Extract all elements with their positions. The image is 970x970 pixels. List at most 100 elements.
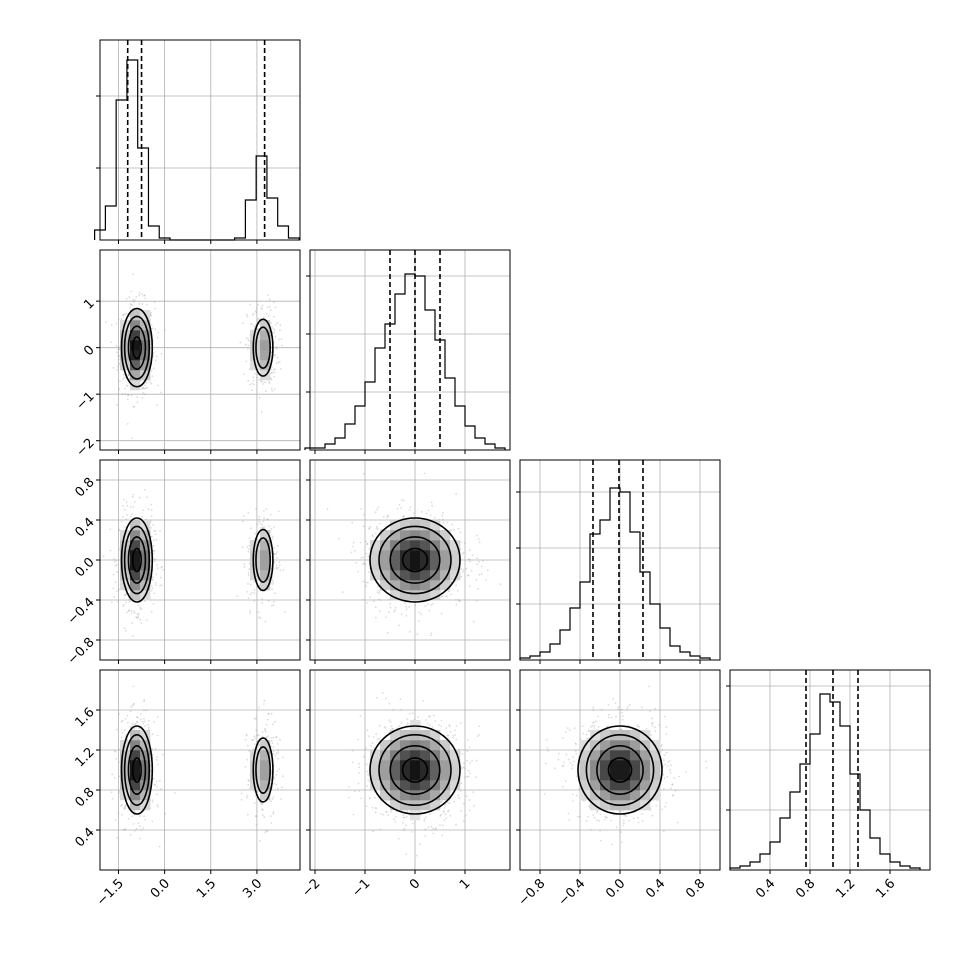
sample-point: [255, 824, 258, 826]
sample-point: [159, 585, 161, 587]
sample-point: [432, 827, 435, 830]
sample-point: [279, 329, 281, 331]
sample-point: [268, 382, 271, 385]
sample-point: [267, 712, 270, 715]
sample-point: [124, 601, 127, 604]
sample-point: [440, 813, 442, 816]
sample-point: [453, 800, 455, 803]
sample-point: [137, 604, 140, 606]
sample-point: [471, 554, 474, 556]
sample-point: [153, 560, 156, 563]
sample-point: [553, 767, 556, 770]
sample-point: [389, 602, 391, 605]
sample-point: [444, 803, 447, 806]
sample-point: [273, 526, 275, 528]
sample-point: [117, 358, 120, 361]
sample-point: [125, 297, 128, 300]
sample-point: [254, 372, 256, 375]
sample-point: [118, 748, 120, 751]
sample-point: [124, 629, 127, 632]
sample-point: [468, 746, 471, 749]
sample-point: [366, 785, 368, 787]
density-cell: [260, 340, 271, 351]
density-cell: [400, 560, 411, 571]
sample-point: [263, 526, 266, 528]
sample-point: [270, 712, 273, 715]
sample-point: [273, 375, 276, 378]
sample-point: [366, 602, 369, 604]
sample-point: [127, 374, 130, 377]
sample-point: [454, 729, 456, 732]
sample-point: [408, 606, 411, 609]
sample-point: [118, 348, 121, 351]
sample-point: [268, 599, 270, 602]
sample-point: [376, 508, 378, 511]
sample-point: [468, 549, 471, 551]
sample-point: [154, 747, 157, 750]
density-cells: [370, 520, 461, 601]
sample-point: [144, 393, 146, 396]
sample-point: [273, 371, 276, 374]
sample-point: [405, 614, 408, 617]
sample-point: [123, 508, 126, 511]
sample-point: [386, 514, 389, 517]
sample-point: [150, 610, 153, 613]
sample-point: [273, 354, 276, 357]
sample-point: [132, 405, 135, 408]
density-cell: [250, 550, 261, 561]
sample-point: [152, 367, 155, 370]
sample-point: [128, 598, 131, 601]
sample-point: [251, 739, 254, 742]
sample-point: [270, 322, 272, 324]
sample-point: [254, 737, 256, 740]
sample-point: [461, 553, 464, 555]
sample-point: [118, 713, 120, 715]
sample-point: [248, 544, 251, 547]
sample-point: [463, 542, 466, 545]
sample-point: [261, 598, 263, 600]
sample-point: [394, 820, 397, 823]
sample-point: [156, 804, 159, 806]
sample-point: [141, 397, 144, 399]
sample-point: [245, 313, 248, 316]
sample-point: [125, 312, 128, 315]
sample-point: [258, 616, 260, 619]
sample-point: [440, 725, 442, 727]
sample-point: [117, 354, 120, 357]
sample-point: [151, 801, 154, 803]
sample-point: [464, 814, 467, 817]
sample-point: [450, 747, 453, 749]
sample-point: [351, 749, 354, 752]
sample-point: [143, 720, 146, 723]
panel-frame: [99, 459, 301, 661]
sample-point: [270, 582, 272, 585]
sample-point: [260, 307, 263, 309]
sample-point: [267, 735, 269, 738]
sample-point: [124, 594, 126, 596]
sample-point: [386, 516, 389, 519]
sample-point: [152, 576, 154, 579]
sample-point: [157, 805, 160, 808]
sample-point: [369, 596, 371, 599]
sample-point: [116, 563, 118, 566]
sample-point: [140, 622, 143, 625]
sample-point: [150, 382, 153, 385]
sample-point: [420, 510, 423, 513]
panel-3-0: [96, 669, 301, 874]
sample-point: [246, 795, 249, 797]
sample-point: [355, 561, 358, 564]
sample-point: [253, 600, 256, 602]
sample-point: [276, 752, 278, 755]
sample-point: [113, 776, 116, 779]
sample-point: [261, 803, 263, 806]
sample-point: [424, 835, 427, 837]
sample-point: [143, 488, 146, 491]
sample-point: [114, 750, 116, 752]
sample-point: [144, 725, 147, 727]
sample-point: [375, 696, 378, 699]
sample-point: [137, 616, 140, 619]
sample-point: [257, 745, 260, 748]
sample-point: [268, 381, 271, 383]
sample-point: [281, 786, 283, 789]
sample-point: [282, 756, 284, 759]
